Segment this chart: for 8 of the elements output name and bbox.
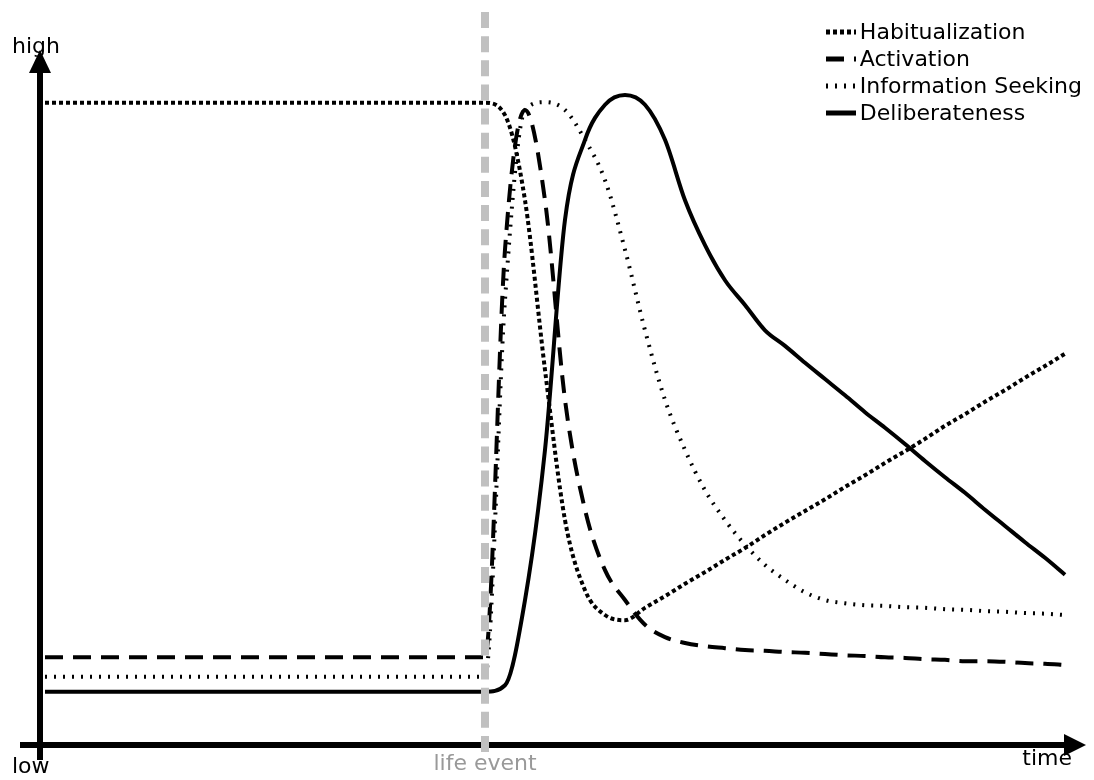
legend-label: Activation — [859, 46, 970, 71]
legend-label: Deliberateness — [859, 100, 1026, 125]
text: low — [12, 752, 50, 778]
legend-label: Information Seeking — [859, 73, 1082, 98]
x-axis-title: time — [1022, 744, 1072, 770]
text: life event — [433, 749, 537, 775]
legend-label: Habitualization — [859, 19, 1026, 44]
text: high — [12, 32, 60, 58]
